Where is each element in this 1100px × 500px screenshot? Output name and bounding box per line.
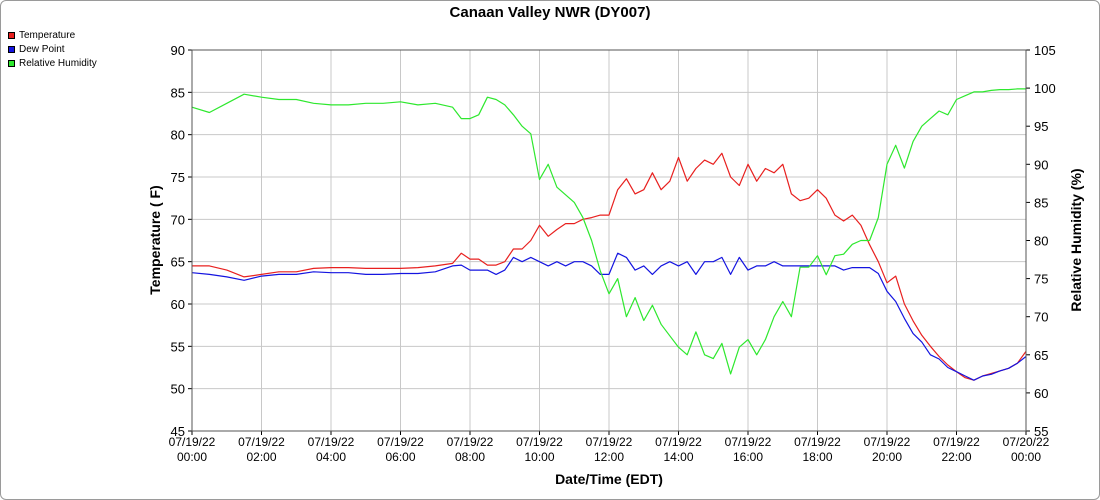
legend-swatch-relative-humidity (8, 59, 15, 67)
plot-area-border (191, 49, 1027, 432)
x-tick-label-date: 07/19/22 (586, 435, 633, 449)
x-tick-label-time: 16:00 (733, 450, 763, 464)
y-tick-label: 85 (171, 85, 185, 100)
x-tick-label-date: 07/19/22 (725, 435, 772, 449)
chart-title: Canaan Valley NWR (DY007) (449, 4, 651, 21)
y-tick-label: 80 (171, 128, 185, 143)
y-tick-label: 90 (171, 43, 185, 58)
x-tick-label-time: 10:00 (524, 450, 554, 464)
series-line-dew-point (191, 252, 1027, 381)
legend-item-relative-humidity: Relative Humidity (8, 56, 97, 70)
axes: 07/19/2200:0007/19/2202:0007/19/2204:000… (169, 43, 1056, 464)
x-tick-label-time: 06:00 (385, 450, 415, 464)
y2-tick-label: 55 (1034, 424, 1048, 439)
y-tick-label: 45 (171, 424, 185, 439)
x-axis-title: Date/Time (EDT) (555, 471, 663, 487)
legend: Temperature Dew Point Relative Humidity (8, 28, 97, 70)
x-tick-label-date: 07/19/22 (169, 435, 216, 449)
y2-tick-label: 105 (1034, 43, 1056, 58)
y2-tick-label: 80 (1034, 234, 1048, 249)
legend-swatch-dew-point (8, 45, 15, 53)
legend-item-dew-point: Dew Point (8, 42, 97, 56)
legend-item-temperature: Temperature (8, 28, 97, 42)
y2-axis-title: Relative Humidity (%) (1068, 168, 1084, 311)
x-tick-label-time: 14:00 (663, 450, 693, 464)
y2-tick-label: 85 (1034, 195, 1048, 210)
grid-lines (191, 49, 1027, 432)
y-tick-label: 65 (171, 255, 185, 270)
x-tick-label-time: 20:00 (872, 450, 902, 464)
x-tick-label-date: 07/19/22 (447, 435, 494, 449)
legend-label-relative-humidity: Relative Humidity (19, 57, 97, 69)
y-tick-label: 75 (171, 170, 185, 185)
x-tick-label-date: 07/19/22 (308, 435, 355, 449)
y-tick-label: 60 (171, 297, 185, 312)
series-line-relative-humidity (191, 88, 1026, 375)
x-tick-label-date: 07/19/22 (933, 435, 980, 449)
x-tick-label-time: 12:00 (594, 450, 624, 464)
x-tick-label-time: 22:00 (941, 450, 971, 464)
y-axis-title: Temperature ( F) (147, 185, 163, 294)
x-tick-label-time: 04:00 (316, 450, 346, 464)
y-tick-label: 50 (171, 382, 185, 397)
y-tick-label: 70 (171, 212, 185, 227)
y2-tick-label: 75 (1034, 272, 1048, 287)
y2-tick-label: 65 (1034, 348, 1048, 363)
x-tick-label-time: 18:00 (802, 450, 832, 464)
y-tick-label: 55 (171, 339, 185, 354)
x-tick-label-time: 00:00 (177, 450, 207, 464)
series-line-temperature (192, 152, 1027, 381)
y2-tick-label: 60 (1034, 386, 1048, 401)
legend-swatch-temperature (8, 31, 15, 39)
x-tick-label-date: 07/19/22 (238, 435, 285, 449)
y2-tick-label: 100 (1034, 81, 1056, 96)
x-tick-label-date: 07/20/22 (1003, 435, 1050, 449)
x-tick-label-time: 02:00 (246, 450, 276, 464)
x-tick-label-date: 07/19/22 (794, 435, 841, 449)
series-lines (191, 88, 1027, 381)
x-tick-label-date: 07/19/22 (516, 435, 563, 449)
x-tick-label-date: 07/19/22 (377, 435, 424, 449)
x-tick-label-date: 07/19/22 (864, 435, 911, 449)
x-tick-label-date: 07/19/22 (655, 435, 702, 449)
y2-tick-label: 90 (1034, 157, 1048, 172)
y2-tick-label: 95 (1034, 119, 1048, 134)
legend-label-dew-point: Dew Point (19, 43, 65, 55)
x-tick-label-time: 00:00 (1011, 450, 1041, 464)
x-tick-label-time: 08:00 (455, 450, 485, 464)
legend-label-temperature: Temperature (19, 29, 76, 41)
y2-tick-label: 70 (1034, 310, 1048, 325)
